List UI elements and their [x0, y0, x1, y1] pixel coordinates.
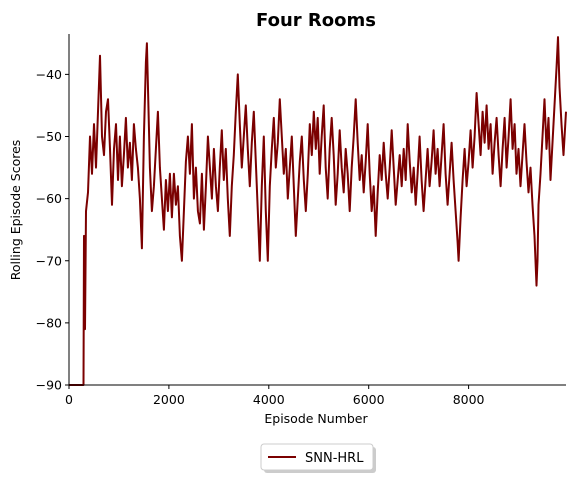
plot-area	[69, 36, 567, 386]
legend-box	[260, 443, 374, 471]
legend[interactable]: SNN-HRL	[260, 443, 376, 473]
chart-title: Four Rooms	[256, 10, 376, 31]
x-tick-label: 2000	[153, 392, 185, 407]
x-tick-label: 6000	[353, 392, 385, 407]
y-tick-label: −40	[36, 67, 62, 82]
y-tick-label: −60	[36, 191, 62, 206]
y-tick-label: −50	[36, 129, 62, 144]
legend-label-snn-hrl: SNN-HRL	[305, 451, 364, 466]
x-tick-label: 4000	[253, 392, 285, 407]
y-axis-label: Rolling Episode Scores	[8, 140, 23, 281]
y-tick-label: −80	[36, 315, 62, 330]
axes: 0 2000 4000 6000 8000 −90 −80 −70 −60 −50 −40	[36, 34, 566, 407]
y-tick-label: −70	[36, 253, 62, 268]
x-tick-label: 0	[65, 392, 73, 407]
y-tick-label: −90	[36, 378, 62, 393]
x-tick-label: 8000	[453, 392, 485, 407]
series-line-0	[69, 36, 567, 386]
x-axis-label: Episode Number	[264, 411, 368, 426]
